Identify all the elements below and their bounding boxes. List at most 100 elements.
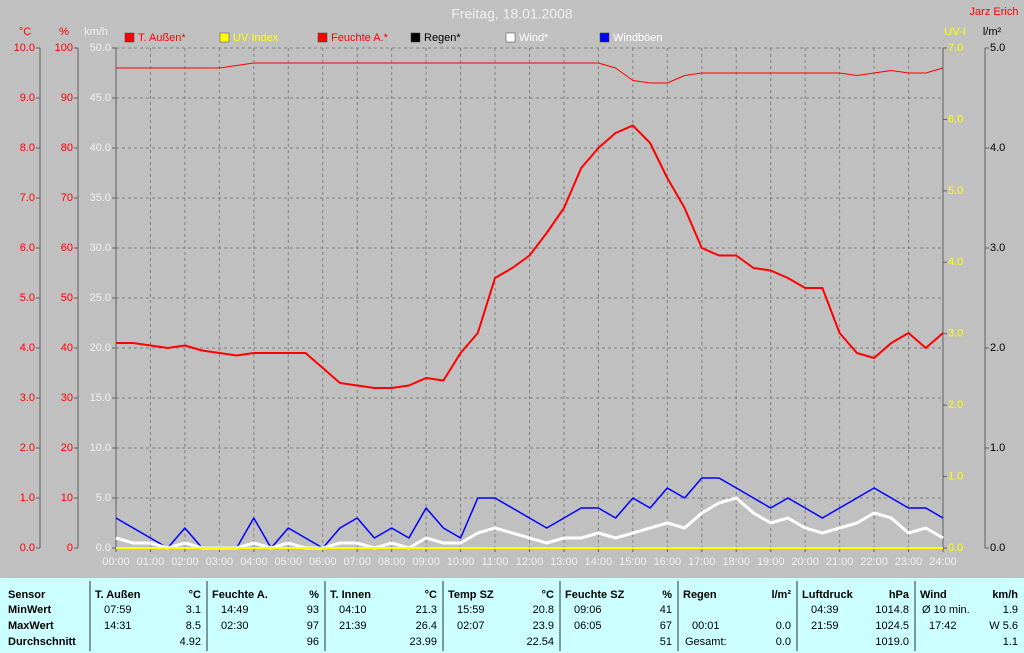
- series-line: [116, 62, 944, 84]
- stats-table-background: [0, 578, 1024, 653]
- tick-label: 0: [67, 542, 73, 554]
- tick-label: 30.0: [90, 242, 111, 254]
- tick-label: 10.0: [90, 442, 111, 454]
- tick-label: 50.0: [90, 42, 111, 54]
- row-label: MaxWert: [8, 620, 54, 632]
- tick-label: 70: [61, 192, 73, 204]
- cell-value: 23.99: [409, 636, 437, 648]
- cell-value: 0.0: [776, 620, 791, 632]
- tick-label: 35.0: [90, 192, 111, 204]
- y5-axis-unit: l/m²: [983, 26, 1002, 38]
- tick-label: 0.0: [948, 542, 963, 554]
- group-unit: l/m²: [771, 589, 791, 601]
- group-name: Luftdruck: [802, 589, 854, 601]
- x-tick-label: 09:00: [412, 556, 440, 568]
- x-tick-label: 15:00: [619, 556, 647, 568]
- cell-value: 41: [660, 604, 672, 616]
- x-tick-label: 20:00: [791, 556, 819, 568]
- cell-value: 4.92: [180, 636, 201, 648]
- x-tick-label: 07:00: [343, 556, 371, 568]
- tick-label: 4.0: [990, 142, 1005, 154]
- cell-value: 93: [307, 604, 319, 616]
- tick-label: 4.0: [948, 256, 963, 268]
- x-tick-label: 22:00: [860, 556, 888, 568]
- x-tick-label: 00:00: [102, 556, 130, 568]
- x-tick-label: 24:00: [929, 556, 957, 568]
- tick-label: 0.0: [20, 542, 35, 554]
- cell-time: Ø 10 min.: [922, 604, 970, 616]
- cell-time: Gesamt:: [685, 636, 727, 648]
- tick-label: 60: [61, 242, 73, 254]
- x-tick-label: 19:00: [757, 556, 785, 568]
- tick-label: 1.0: [20, 492, 35, 504]
- group-name: Wind: [920, 589, 947, 601]
- x-tick-label: 12:00: [516, 556, 544, 568]
- tick-label: 3.0: [948, 328, 963, 340]
- cell-value: 96: [307, 636, 319, 648]
- cell-value: 8.5: [186, 620, 201, 632]
- tick-label: 8.0: [20, 142, 35, 154]
- tick-label: 6.0: [20, 242, 35, 254]
- x-tick-label: 05:00: [275, 556, 303, 568]
- tick-label: 3.0: [20, 392, 35, 404]
- x-tick-label: 16:00: [654, 556, 682, 568]
- tick-label: 2.0: [990, 342, 1005, 354]
- tick-label: 20: [61, 442, 73, 454]
- tick-label: 9.0: [20, 92, 35, 104]
- group-name: T. Innen: [330, 589, 371, 601]
- chart-title: Freitag, 18.01.2008: [451, 6, 573, 22]
- x-tick-label: 08:00: [378, 556, 406, 568]
- series-line: [115, 496, 944, 550]
- group-name: T. Außen: [95, 589, 141, 601]
- tick-label: 90: [61, 92, 73, 104]
- cell-time: 04:10: [339, 604, 367, 616]
- tick-label: 0.0: [96, 542, 111, 554]
- tick-label: 4.0: [20, 342, 35, 354]
- group-name: Feuchte A.: [212, 589, 268, 601]
- tick-label: 15.0: [90, 392, 111, 404]
- cell-time: 15:59: [457, 604, 485, 616]
- legend-swatch: [317, 32, 328, 43]
- tick-label: 1.0: [948, 470, 963, 482]
- x-tick-label: 01:00: [137, 556, 165, 568]
- cell-time: 04:39: [811, 604, 839, 616]
- y-axis-unit: °C: [19, 26, 31, 38]
- x-tick-label: 11:00: [482, 556, 509, 568]
- tick-label: 80: [61, 142, 73, 154]
- cell-time: 02:30: [221, 620, 249, 632]
- cell-value: 3.1: [186, 604, 201, 616]
- legend-swatch: [599, 32, 610, 43]
- tick-label: 100: [55, 42, 73, 54]
- cell-time: 21:39: [339, 620, 367, 632]
- group-unit: °C: [542, 589, 554, 601]
- cell-value: 1019.0: [875, 636, 909, 648]
- legend-label: Wind*: [519, 32, 549, 44]
- x-tick-label: 10:00: [447, 556, 475, 568]
- tick-label: 5.0: [990, 42, 1005, 54]
- group-unit: %: [662, 589, 672, 601]
- y2-axis-unit: %: [59, 26, 69, 38]
- legend-swatch: [505, 32, 516, 43]
- tick-label: 3.0: [990, 242, 1005, 254]
- legend-swatch: [410, 32, 421, 43]
- series-line: [116, 124, 944, 389]
- legend-label: Windböen: [613, 32, 663, 44]
- author: Jarz Erich: [970, 6, 1019, 18]
- legend-label: Regen*: [424, 32, 461, 44]
- cell-time: 09:06: [574, 604, 602, 616]
- legend-label: Feuchte A.*: [331, 32, 389, 44]
- cell-value: 67: [660, 620, 672, 632]
- cell-value: 20.8: [533, 604, 554, 616]
- cell-value: 21.3: [416, 604, 437, 616]
- tick-label: 2.0: [20, 442, 35, 454]
- row-label: MinWert: [8, 604, 52, 616]
- cell-value: 22.54: [526, 636, 554, 648]
- x-tick-label: 17:00: [688, 556, 716, 568]
- tick-label: 25.0: [90, 292, 111, 304]
- group-unit: °C: [189, 589, 201, 601]
- cell-value: 26.4: [416, 620, 437, 632]
- cell-time: 21:59: [811, 620, 839, 632]
- tick-label: 10.0: [14, 42, 35, 54]
